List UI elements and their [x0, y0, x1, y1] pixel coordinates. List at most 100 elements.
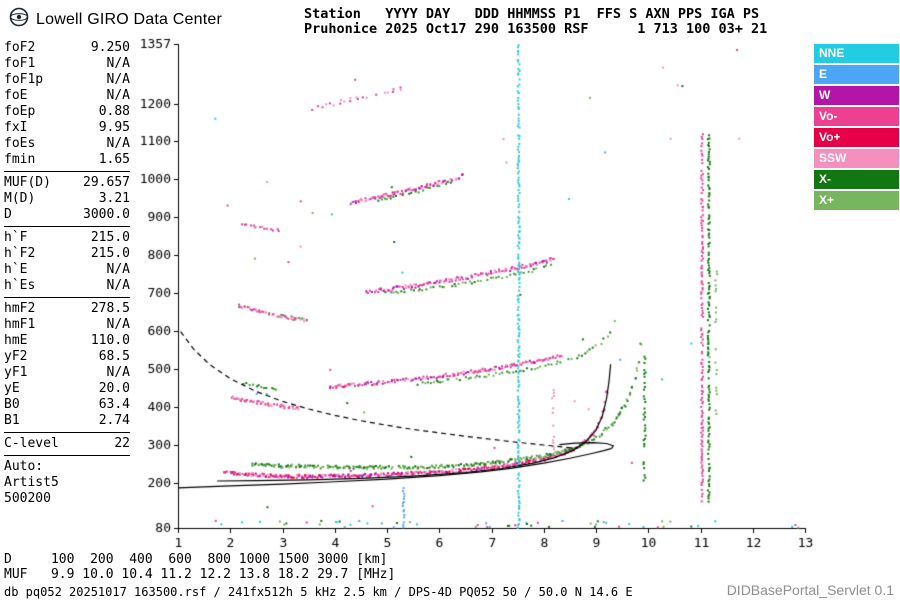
station-header-line2: Pruhonice 2025 Oct17 290 163500 RSF 1 71… — [304, 21, 768, 37]
param-value: 215.0 — [90, 230, 130, 245]
param-value: 110.0 — [90, 333, 130, 348]
param-row: yF1 N/A — [4, 365, 130, 381]
param-label: B0 — [4, 397, 20, 412]
divider — [4, 226, 130, 227]
param-label: foF1p — [4, 72, 44, 87]
param-value: N/A — [106, 72, 130, 87]
param-label: foE — [4, 88, 28, 103]
brand: Lowell GIRO Data Center — [8, 6, 222, 33]
param-row: foEp 0.88 — [4, 104, 130, 120]
divider — [4, 171, 130, 172]
legend-item-vo: Vo+ — [814, 128, 899, 147]
param-label: h`E — [4, 262, 28, 277]
param-value: N/A — [106, 317, 130, 332]
param-row: M(D) 3.21 — [4, 191, 130, 207]
param-label: D — [4, 207, 12, 222]
param-row: foEs N/A — [4, 136, 130, 152]
param-row: hmF2 278.5 — [4, 301, 130, 317]
ionogram-plot — [130, 36, 820, 558]
param-label: fxI — [4, 120, 28, 135]
divider — [4, 297, 130, 298]
param-value: N/A — [106, 56, 130, 71]
param-value: N/A — [106, 278, 130, 293]
param-label: foEp — [4, 104, 36, 119]
servlet-version: DIDBasePortal_Servlet 0.1 — [726, 582, 894, 598]
param-value: 9.95 — [98, 120, 130, 135]
param-row: h`F 215.0 — [4, 230, 130, 246]
param-label: hmF2 — [4, 301, 36, 316]
param-value: 29.657 — [83, 175, 130, 190]
param-row: B1 2.74 — [4, 413, 130, 429]
param-row: h`Es N/A — [4, 278, 130, 294]
param-row: yF2 68.5 — [4, 349, 130, 365]
auto-scaler-version: 500200 — [4, 491, 51, 506]
legend-item-x: X- — [814, 170, 899, 189]
param-value: 1.65 — [98, 152, 130, 167]
param-value: 63.4 — [98, 397, 130, 412]
auto-scaler-name: Artist5 — [4, 475, 59, 490]
param-value: N/A — [106, 262, 130, 277]
param-row: h`E N/A — [4, 262, 130, 278]
auto-scaler-block: Auto: Artist5 500200 — [4, 459, 130, 507]
param-label: foEs — [4, 136, 36, 151]
distance-muf-scales: D 100 200 400 600 800 1000 1500 3000 [km… — [4, 552, 395, 582]
param-row: h`F2 215.0 — [4, 246, 130, 262]
param-value: 22 — [114, 436, 130, 451]
legend-item-nne: NNE — [814, 44, 899, 63]
param-row: hmE 110.0 — [4, 333, 130, 349]
param-row: yE 20.0 — [4, 381, 130, 397]
giro-logo-icon — [8, 6, 30, 33]
param-row: foF1 N/A — [4, 56, 130, 72]
parameter-panel: foF2 9.250 foF1 N/A foF1p N/A foE N/A foEp 0.88 fx… — [4, 40, 130, 507]
param-label: foF2 — [4, 40, 36, 55]
param-row: D 3000.0 — [4, 207, 130, 223]
legend-item-ssw: SSW — [814, 149, 899, 168]
param-row: foF1p N/A — [4, 72, 130, 88]
legend-item-w: W — [814, 86, 899, 105]
param-label: B1 — [4, 413, 20, 428]
param-label: yE — [4, 381, 20, 396]
param-value: 20.0 — [98, 381, 130, 396]
legend-item-x: X+ — [814, 191, 899, 210]
param-row: foF2 9.250 — [4, 40, 130, 56]
param-label: M(D) — [4, 191, 36, 206]
param-value: 3.21 — [98, 191, 130, 206]
param-label: h`F2 — [4, 246, 36, 261]
param-value: 3000.0 — [83, 207, 130, 222]
param-value: 0.88 — [98, 104, 130, 119]
param-label: h`F — [4, 230, 28, 245]
station-header: Station YYYY DAY DDD HHMMSS P1 FFS S AXN… — [304, 7, 767, 37]
param-value: 278.5 — [90, 301, 130, 316]
param-row: MUF(D) 29.657 — [4, 175, 130, 191]
param-label: yF2 — [4, 349, 28, 364]
param-row: hmF1 N/A — [4, 317, 130, 333]
direction-legend: NNE E W Vo- Vo+ SSW X- X+ — [814, 44, 899, 212]
param-label: hmE — [4, 333, 28, 348]
param-value: 215.0 — [90, 246, 130, 261]
param-value: 68.5 — [98, 349, 130, 364]
param-value: 9.250 — [90, 40, 130, 55]
legend-item-e: E — [814, 65, 899, 84]
param-label: h`Es — [4, 278, 36, 293]
param-value: N/A — [106, 136, 130, 151]
param-label: fmin — [4, 152, 36, 167]
file-info: db pq052 20251017 163500.rsf / 241fx512h… — [4, 585, 633, 599]
param-value: 2.74 — [98, 413, 130, 428]
param-row: B0 63.4 — [4, 397, 130, 413]
param-label: hmF1 — [4, 317, 36, 332]
parameter-groups: foF2 9.250 foF1 N/A foF1p N/A foE N/A foEp 0.88 fx… — [4, 40, 130, 456]
param-row: fxI 9.95 — [4, 120, 130, 136]
param-value: N/A — [106, 88, 130, 103]
param-row: C-level 22 — [4, 436, 130, 452]
param-row: fmin 1.65 — [4, 152, 130, 168]
d-scale-row: D 100 200 400 600 800 1000 1500 3000 [km… — [4, 552, 388, 567]
param-value: N/A — [106, 365, 130, 380]
muf-scale-row: MUF 9.9 10.0 10.4 11.2 12.2 13.8 18.2 29… — [4, 567, 396, 582]
param-label: yF1 — [4, 365, 28, 380]
param-label: foF1 — [4, 56, 36, 71]
param-row: foE N/A — [4, 88, 130, 104]
brand-title: Lowell GIRO Data Center — [36, 10, 223, 28]
auto-label: Auto: — [4, 459, 44, 474]
legend-item-vo: Vo- — [814, 107, 899, 126]
